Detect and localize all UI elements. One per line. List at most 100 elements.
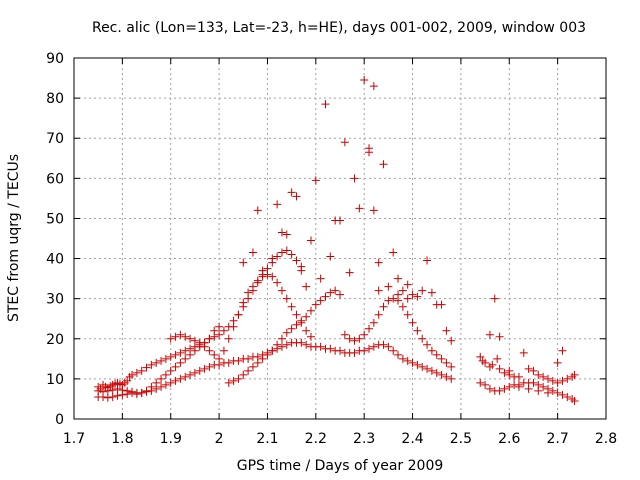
data-point — [427, 346, 436, 355]
data-point — [442, 358, 451, 367]
data-point — [413, 360, 422, 369]
data-point — [389, 248, 398, 257]
data-point — [493, 354, 502, 363]
data-point — [205, 346, 214, 355]
data-point — [389, 294, 398, 303]
data-point — [113, 391, 122, 400]
data-point — [423, 256, 432, 265]
data-point — [186, 370, 195, 379]
x-tick-label: 1.7 — [63, 431, 85, 447]
data-point — [132, 368, 141, 377]
data-point — [336, 290, 344, 299]
data-point — [234, 310, 243, 319]
data-point — [374, 286, 383, 295]
data-point — [553, 388, 562, 397]
data-point — [519, 348, 528, 357]
data-point — [355, 334, 364, 343]
data-point — [200, 364, 209, 373]
data-point — [244, 354, 253, 363]
x-tick-label: 2.1 — [256, 431, 278, 447]
data-point — [350, 348, 359, 357]
data-point — [447, 374, 456, 383]
data-point — [543, 374, 552, 383]
data-point — [563, 392, 572, 401]
y-tick-label: 10 — [46, 372, 64, 388]
data-point — [147, 382, 156, 391]
data-point — [563, 374, 572, 383]
data-point — [224, 334, 233, 343]
data-point — [297, 262, 306, 271]
data-point — [423, 364, 432, 373]
data-point — [157, 374, 166, 383]
data-points — [94, 76, 579, 405]
data-point — [345, 334, 354, 343]
data-point — [157, 356, 166, 365]
data-point — [118, 390, 127, 399]
data-point — [437, 370, 446, 379]
data-point — [500, 368, 509, 377]
data-point — [147, 360, 156, 369]
data-point — [394, 274, 403, 283]
data-point — [215, 330, 224, 339]
data-point — [171, 362, 180, 371]
data-point — [103, 386, 112, 395]
data-point — [253, 358, 262, 367]
plot-frame — [73, 57, 607, 420]
data-point — [529, 378, 538, 387]
data-point — [495, 332, 504, 341]
y-tick-label: 0 — [55, 412, 64, 428]
data-point — [137, 366, 146, 375]
data-point — [248, 248, 257, 257]
data-point — [311, 300, 320, 309]
data-point — [379, 160, 388, 169]
data-point — [161, 380, 170, 389]
data-point — [205, 362, 214, 371]
data-point — [408, 358, 417, 367]
data-point — [369, 318, 378, 327]
data-point — [277, 228, 286, 237]
data-point — [379, 340, 388, 349]
data-point — [418, 362, 427, 371]
data-point — [485, 384, 494, 393]
data-point — [282, 246, 291, 255]
data-point — [442, 372, 451, 381]
data-point — [171, 332, 180, 341]
data-point — [161, 354, 170, 363]
data-point — [268, 346, 277, 355]
data-point — [398, 302, 407, 311]
data-point — [360, 76, 369, 85]
data-point — [273, 340, 282, 349]
data-point — [548, 386, 557, 395]
data-point — [137, 388, 146, 397]
data-point — [427, 288, 436, 297]
data-point — [210, 350, 219, 359]
data-point — [384, 282, 393, 291]
y-tick-label: 40 — [46, 252, 64, 268]
data-point — [152, 378, 161, 387]
data-point — [423, 340, 432, 349]
data-point — [103, 393, 112, 402]
data-point — [505, 382, 514, 391]
data-point — [161, 370, 170, 379]
data-point — [244, 288, 253, 297]
data-point — [263, 270, 272, 279]
data-point — [176, 374, 185, 383]
data-point — [277, 286, 286, 295]
data-point — [215, 322, 224, 331]
data-point — [413, 292, 422, 301]
data-point — [181, 346, 190, 355]
data-point — [403, 294, 412, 303]
data-point — [326, 344, 335, 353]
data-point — [369, 206, 378, 215]
data-point — [248, 362, 257, 371]
data-point — [306, 332, 315, 341]
y-tick-label: 80 — [46, 91, 64, 107]
data-point — [336, 346, 344, 355]
data-point — [369, 342, 378, 351]
data-point — [384, 342, 393, 351]
data-point — [239, 258, 248, 267]
data-point — [282, 294, 291, 303]
data-point — [166, 352, 175, 361]
data-point — [277, 248, 286, 257]
data-point — [365, 148, 374, 157]
